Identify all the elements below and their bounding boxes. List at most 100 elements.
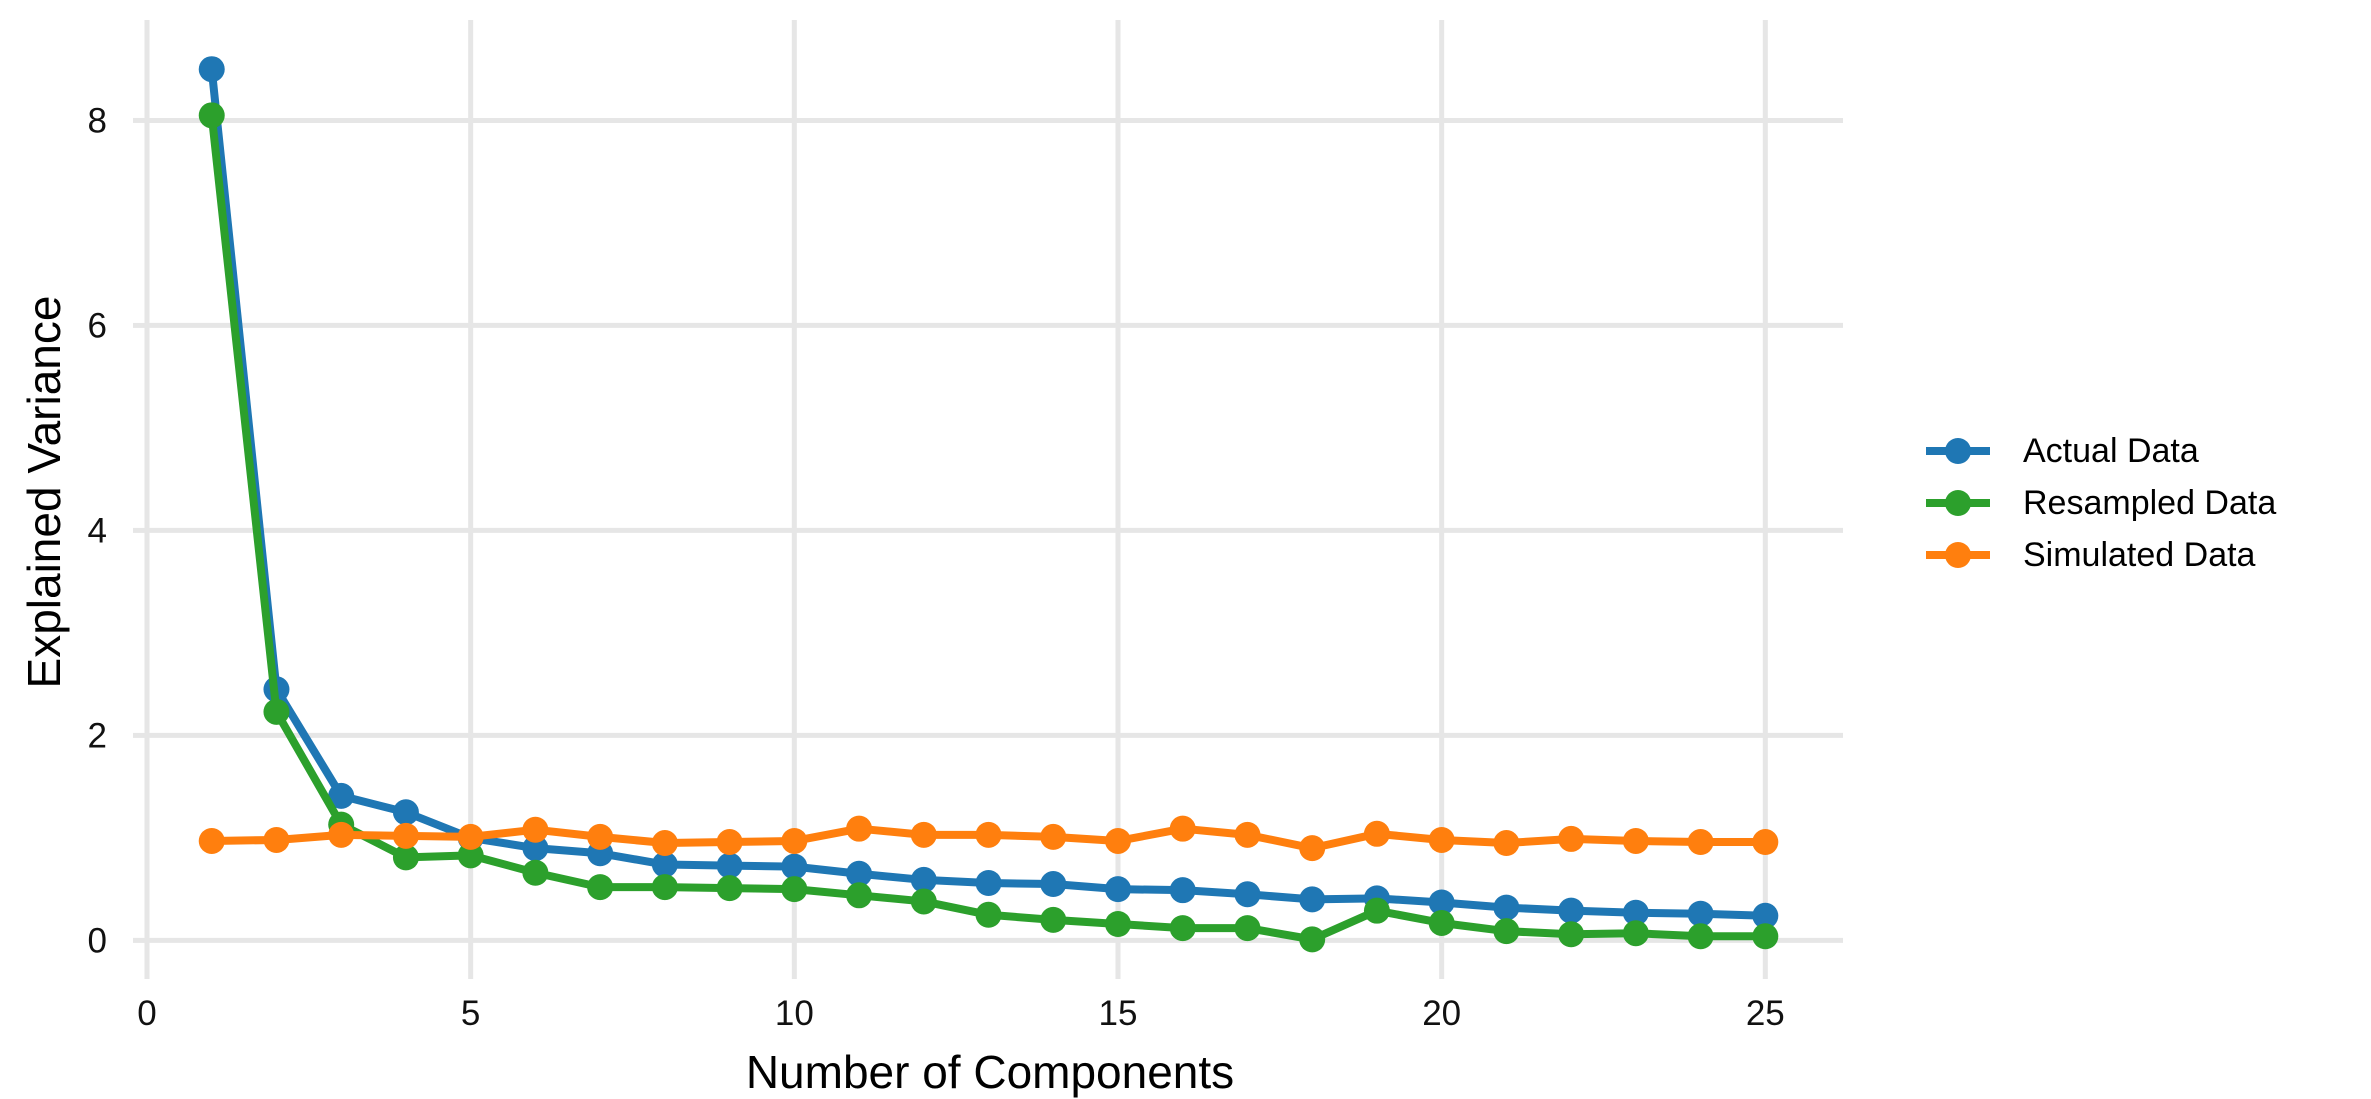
series-line xyxy=(207,111,1770,944)
data-point xyxy=(587,874,614,901)
data-point xyxy=(1622,920,1649,947)
data-point xyxy=(651,851,678,878)
legend-dot-icon xyxy=(1945,490,1971,516)
data-point xyxy=(1299,886,1326,913)
data-point xyxy=(651,830,678,857)
data-point xyxy=(1558,921,1585,948)
data-point xyxy=(910,821,937,848)
data-point xyxy=(846,882,873,909)
data-point xyxy=(457,823,484,850)
data-point xyxy=(910,888,937,915)
x-tick-label: 20 xyxy=(1422,994,1461,1033)
x-tick-label: 0 xyxy=(137,994,156,1033)
data-point xyxy=(846,860,873,887)
data-point xyxy=(1169,877,1196,904)
legend-label-actual-data: Actual Data xyxy=(2023,432,2199,470)
x-tick-label: 25 xyxy=(1746,994,1785,1033)
data-point xyxy=(1558,897,1585,924)
data-point xyxy=(1558,825,1585,852)
y-axis-label: Explained Variance xyxy=(18,295,70,689)
legend-dot-icon xyxy=(1945,542,1971,568)
y-tick-label: 2 xyxy=(88,716,107,755)
data-point xyxy=(328,821,355,848)
series-line xyxy=(207,65,1770,920)
data-point xyxy=(1687,900,1714,927)
legend-label-simulated-data: Simulated Data xyxy=(2023,536,2256,574)
legend-dot-icon xyxy=(1945,438,1971,464)
data-point xyxy=(1428,909,1455,936)
legend-item-resampled-data: Resampled Data xyxy=(1925,477,2276,529)
data-point xyxy=(1104,876,1131,903)
data-point xyxy=(1169,815,1196,842)
data-point xyxy=(198,827,225,854)
data-point xyxy=(198,102,225,129)
data-point xyxy=(392,844,419,871)
data-point xyxy=(392,822,419,849)
data-point xyxy=(1622,827,1649,854)
data-point xyxy=(1040,871,1067,898)
legend-label-resampled-data: Resampled Data xyxy=(2023,484,2277,522)
data-point xyxy=(1622,899,1649,926)
data-point xyxy=(1687,923,1714,950)
data-point xyxy=(263,826,290,853)
data-point xyxy=(392,799,419,826)
data-point xyxy=(1169,915,1196,942)
data-point xyxy=(1104,911,1131,938)
legend-marker-actual xyxy=(1926,438,1990,464)
x-tick-label: 15 xyxy=(1099,994,1138,1033)
y-tick-label: 0 xyxy=(88,921,107,960)
data-point xyxy=(975,870,1002,897)
legend-marker-resampled xyxy=(1926,490,1990,516)
x-tick-label: 10 xyxy=(775,994,814,1033)
data-point xyxy=(846,815,873,842)
y-tick-label: 6 xyxy=(88,306,107,345)
data-point xyxy=(781,876,808,903)
y-tick-label: 4 xyxy=(88,511,107,550)
data-point xyxy=(975,821,1002,848)
data-point xyxy=(1752,923,1779,950)
legend-item-actual-data: Actual Data xyxy=(1925,425,2276,477)
data-point xyxy=(522,835,549,862)
data-point xyxy=(910,866,937,893)
data-point xyxy=(1040,823,1067,850)
data-point xyxy=(781,827,808,854)
data-point xyxy=(587,823,614,850)
legend: Actual Data Resampled Data Simulated Dat… xyxy=(1925,425,2276,581)
data-point xyxy=(1752,902,1779,929)
data-point xyxy=(975,901,1002,928)
data-point xyxy=(1363,820,1390,847)
data-point xyxy=(716,829,743,856)
data-point xyxy=(1234,915,1261,942)
data-point xyxy=(1299,835,1326,862)
data-point xyxy=(1363,897,1390,924)
data-point xyxy=(781,853,808,880)
data-point xyxy=(263,698,290,725)
data-point xyxy=(457,842,484,869)
data-point xyxy=(522,816,549,843)
data-point xyxy=(1299,926,1326,953)
data-point xyxy=(651,874,678,901)
data-point xyxy=(328,782,355,809)
series-simulated-data xyxy=(198,815,1779,862)
legend-item-simulated-data: Simulated Data xyxy=(1925,529,2276,581)
data-point xyxy=(1752,829,1779,856)
data-point xyxy=(1428,889,1455,916)
data-point xyxy=(716,852,743,879)
y-tick-label: 8 xyxy=(88,101,107,140)
data-point xyxy=(1104,827,1131,854)
legend-marker-simulated xyxy=(1926,542,1990,568)
data-point xyxy=(1493,918,1520,945)
x-axis-label: Number of Components xyxy=(745,1046,1235,1098)
data-point xyxy=(1687,829,1714,856)
series-actual-data xyxy=(198,56,1779,929)
data-point xyxy=(1493,830,1520,857)
data-point xyxy=(716,875,743,902)
x-tick-label: 5 xyxy=(461,994,480,1033)
data-point xyxy=(198,56,225,83)
data-point xyxy=(1234,821,1261,848)
data-point xyxy=(1040,906,1067,933)
data-point xyxy=(1493,894,1520,921)
data-point xyxy=(522,859,549,886)
